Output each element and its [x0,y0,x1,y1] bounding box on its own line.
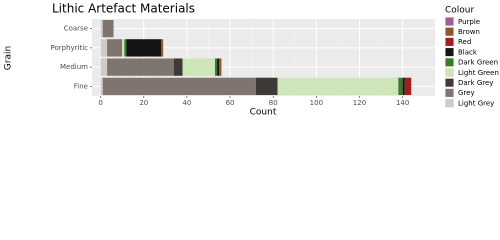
x-axis-title: Count [250,108,277,118]
legend-label: Dark Grey [458,79,493,87]
legend-swatch [445,88,454,97]
bar-segment [107,58,174,76]
chart-title: Lithic Artefact Materials [52,2,195,16]
x-tick-label: 40 [182,99,191,107]
x-tick-label: 0 [98,99,102,107]
bar-segment [161,39,164,57]
y-axis-title: Grain [4,46,14,70]
bar-segment [219,58,222,76]
legend-label: Dark Green [458,59,498,67]
legend-swatch [445,58,454,67]
legend-label: Grey [458,89,475,97]
legend-label: Purple [458,18,480,26]
legend-title: Colour [445,6,475,16]
x-tick-label: 20 [139,99,148,107]
chart: Lithic Artefact Materials Count Grain Co… [4,2,499,118]
x-tick-label: 120 [353,99,366,107]
x-tick-label: 60 [226,99,235,107]
bar-segment [100,77,103,96]
bar-segment [100,19,103,38]
bar-segment [404,77,412,96]
bar-segment [124,39,127,57]
bar-segment [107,39,123,57]
legend-swatch [445,37,454,46]
legend-swatch [445,68,454,77]
y-tick-label: Coarse [64,25,88,33]
legend-swatch [445,48,454,57]
legend-label: Light Green [458,69,499,77]
legend-label: Light Grey [458,99,494,107]
y-tick-label: Porphyritic [50,44,88,52]
bar-segment [277,77,399,96]
bar-segment [100,39,108,57]
y-tick-label: Fine [74,82,88,90]
bar-segment [102,19,114,38]
bar-segment [122,39,125,57]
legend-swatch [445,78,454,87]
legend-swatch [445,17,454,26]
bar-segment [173,58,183,76]
legend-swatch [445,99,454,108]
bar-segment [100,58,108,76]
legend-swatch [445,27,454,36]
bar-segment [102,77,256,96]
legend-label: Black [458,48,478,56]
x-tick-label: 80 [269,99,278,107]
bar-segment [126,39,162,57]
legend-label: Red [458,38,471,46]
legend-label: Brown [458,28,480,36]
bar-segment [214,58,218,76]
bar-segment [182,58,215,76]
bar-segment [398,77,403,96]
x-tick-label: 100 [310,99,323,107]
bar-segment [255,77,278,96]
bar-segment [402,77,405,96]
x-tick-label: 140 [396,99,409,107]
bar-segment [217,58,220,76]
y-tick-label: Medium [60,63,88,71]
